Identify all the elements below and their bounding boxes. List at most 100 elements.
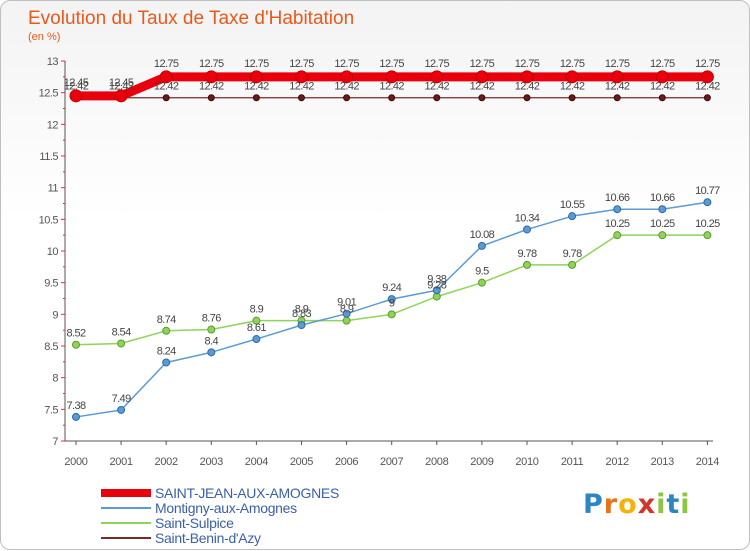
- x-tick-label: 2007: [380, 456, 403, 468]
- series-line-montigny: [75, 201, 708, 418]
- data-label-saint-sulpice: 9.5: [475, 266, 489, 278]
- data-label-saint-jean: 12.75: [650, 58, 675, 70]
- chart-subtitle: (en %): [28, 31, 61, 43]
- data-point-saint-benin: [388, 94, 396, 102]
- data-label-saint-benin: 12.42: [199, 81, 224, 93]
- x-tick-label: 2000: [64, 456, 87, 468]
- data-label-saint-jean: 12.75: [470, 58, 495, 70]
- data-label-saint-benin: 12.42: [109, 81, 134, 93]
- legend-label-saint-sulpice: Saint-Sulpice: [155, 515, 234, 531]
- data-label-saint-jean: 12.75: [379, 58, 404, 70]
- data-label-saint-jean: 12.75: [199, 58, 224, 70]
- data-point-saint-benin: [703, 94, 711, 102]
- y-tick-label: 13: [47, 56, 59, 68]
- data-point-montigny: [207, 348, 216, 357]
- data-label-saint-benin: 12.42: [470, 81, 495, 93]
- data-label-saint-benin: 12.42: [244, 81, 269, 93]
- logo-letter: x: [637, 489, 657, 520]
- data-point-saint-jean: [69, 89, 83, 103]
- data-point-saint-jean: [610, 70, 624, 84]
- data-point-saint-sulpice: [703, 231, 712, 240]
- data-point-saint-sulpice: [117, 339, 126, 348]
- data-point-saint-benin: [298, 94, 305, 102]
- data-label-saint-sulpice: 8.9: [295, 304, 309, 316]
- logo-letter: r: [603, 489, 619, 520]
- data-label-saint-sulpice: 9.78: [563, 248, 582, 260]
- data-label-saint-benin: 12.42: [695, 81, 720, 93]
- data-label-saint-sulpice: 10.25: [605, 218, 630, 230]
- chart-title: Evolution du Taux de Taxe d'Habitation: [28, 8, 355, 29]
- data-point-saint-benin: [343, 94, 351, 102]
- data-point-saint-jean: [475, 70, 489, 84]
- data-point-saint-jean: [295, 70, 308, 84]
- data-label-saint-sulpice: 10.25: [650, 218, 675, 230]
- x-tick-label: 2014: [696, 456, 719, 468]
- data-point-saint-jean: [249, 70, 263, 84]
- data-label-montigny: 10.08: [470, 229, 495, 241]
- data-point-saint-sulpice: [342, 316, 351, 325]
- x-tick-label: 2001: [109, 456, 132, 468]
- data-label-saint-sulpice: 9.78: [517, 248, 536, 260]
- data-label-saint-benin: 12.42: [379, 81, 404, 93]
- data-label-saint-sulpice: 9.28: [427, 280, 446, 292]
- data-point-montigny: [568, 212, 577, 221]
- data-label-montigny: 9.01: [337, 297, 356, 309]
- data-point-montigny: [117, 405, 126, 414]
- data-point-montigny: [432, 286, 441, 295]
- data-point-montigny: [162, 358, 171, 367]
- data-point-saint-sulpice: [658, 231, 667, 240]
- logo-letter: P: [583, 489, 604, 520]
- data-point-saint-jean: [700, 70, 714, 84]
- data-point-montigny: [252, 335, 261, 344]
- data-point-saint-benin: [433, 94, 441, 102]
- y-tick-label: 8.5: [44, 341, 58, 353]
- data-point-montigny: [613, 205, 622, 214]
- data-point-saint-benin: [523, 94, 531, 102]
- y-tick-label: 8: [52, 373, 58, 385]
- y-tick-label: 7: [52, 436, 58, 448]
- legend-label-saint-benin: Saint-Benin-d'Azy: [155, 530, 261, 546]
- data-point-saint-benin: [162, 94, 170, 102]
- data-label-montigny: 7.49: [112, 393, 131, 405]
- x-tick-label: 2003: [200, 456, 223, 468]
- x-tick-label: 2004: [245, 456, 268, 468]
- data-point-montigny: [387, 295, 396, 304]
- data-point-saint-sulpice: [568, 260, 577, 269]
- proxiti-logo: Proxiti: [583, 489, 691, 520]
- data-label-saint-benin: 12.42: [425, 81, 450, 93]
- data-label-montigny: 8.4: [205, 335, 219, 347]
- data-point-saint-benin: [568, 94, 576, 102]
- data-label-saint-jean: 12.75: [515, 58, 540, 70]
- x-tick-label: 2008: [425, 456, 448, 468]
- data-label-montigny: 10.66: [605, 192, 630, 204]
- data-label-saint-benin: 12.42: [560, 81, 585, 93]
- data-point-saint-benin: [252, 94, 260, 102]
- y-tick-label: 10: [47, 246, 59, 258]
- data-point-montigny: [703, 198, 712, 207]
- data-label-montigny: 10.34: [515, 212, 540, 224]
- data-point-saint-jean: [520, 70, 534, 84]
- data-label-montigny: 7.38: [66, 400, 85, 412]
- data-point-montigny: [72, 412, 80, 421]
- y-tick-label: 9.5: [44, 278, 58, 290]
- logo-letter: i: [680, 489, 691, 520]
- data-point-montigny: [658, 205, 667, 214]
- x-tick-label: 2012: [606, 456, 629, 468]
- data-point-saint-benin: [613, 94, 621, 102]
- data-label-saint-benin: 12.42: [154, 81, 179, 93]
- data-point-saint-benin: [478, 94, 486, 102]
- data-point-saint-sulpice: [162, 326, 171, 335]
- data-point-saint-jean: [565, 70, 579, 84]
- data-label-saint-jean: 12.75: [425, 58, 450, 70]
- data-label-saint-jean: 12.75: [560, 58, 585, 70]
- data-point-montigny: [342, 309, 351, 318]
- data-point-saint-sulpice: [72, 340, 80, 349]
- data-label-montigny: 10.77: [695, 185, 720, 197]
- data-label-saint-benin: 12.42: [515, 81, 540, 93]
- x-tick-label: 2009: [470, 456, 493, 468]
- data-point-montigny: [297, 321, 306, 330]
- data-label-saint-jean: 12.75: [154, 58, 179, 70]
- x-tick-label: 2002: [155, 456, 178, 468]
